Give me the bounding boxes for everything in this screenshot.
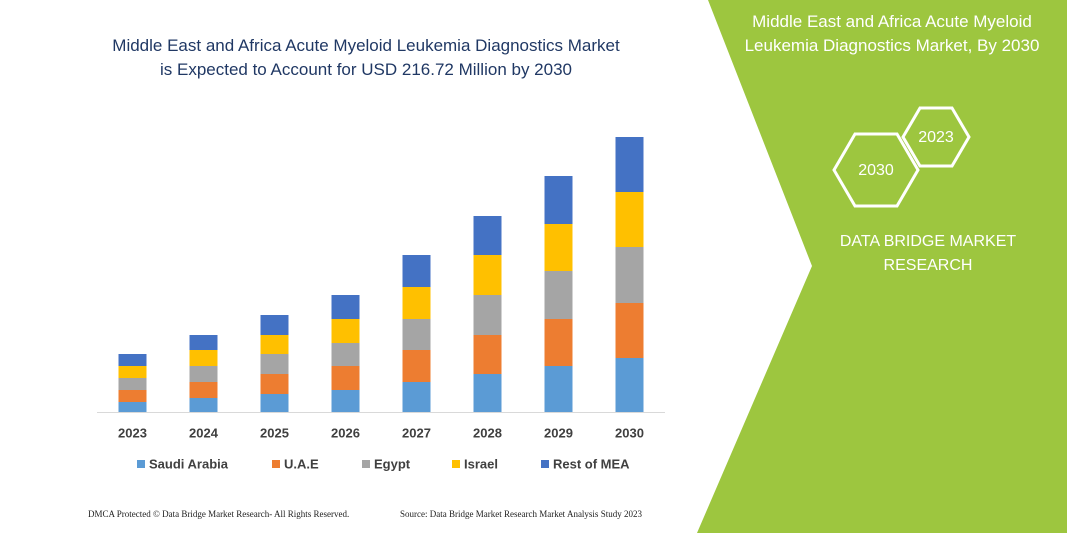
bar-segment [402, 382, 431, 412]
bar-segment [189, 350, 218, 366]
legend-label: Saudi Arabia [149, 456, 229, 471]
legend-label: Egypt [374, 456, 411, 471]
hexagon-label: 2030 [858, 162, 894, 179]
legend-swatch [362, 460, 370, 468]
x-tick-label: 2026 [331, 425, 360, 440]
bar-segment [189, 398, 218, 412]
bar-segment [260, 374, 289, 394]
bar-segment [331, 390, 360, 412]
legend-swatch [137, 460, 145, 468]
side-panel [697, 0, 1067, 533]
bar-segment [615, 358, 644, 412]
bar-segment [473, 374, 502, 412]
x-tick-label: 2028 [473, 425, 502, 440]
bar-segment [260, 354, 289, 374]
bar-segment [260, 315, 289, 335]
bar-segment [544, 224, 573, 271]
bar-segment [331, 319, 360, 343]
bar-segment [615, 137, 644, 192]
bar-segment [118, 354, 147, 366]
bar-segment [615, 247, 644, 303]
bar-segment [473, 335, 502, 374]
bar-segment [402, 255, 431, 287]
x-tick-label: 2023 [118, 425, 147, 440]
x-tick-label: 2024 [189, 425, 219, 440]
chart-title: Middle East and Africa Acute Myeloid Leu… [112, 36, 620, 79]
bar-segment [331, 366, 360, 390]
bar-segment [189, 382, 218, 398]
bar-segment [473, 216, 502, 255]
legend-swatch [541, 460, 549, 468]
bar-segment [260, 394, 289, 412]
bar-segment [118, 378, 147, 390]
bar-segment [615, 192, 644, 247]
panel-title: Middle East and Africa Acute Myeloid Leu… [744, 12, 1040, 55]
legend-label: Israel [464, 456, 498, 471]
bar-segment [402, 319, 431, 350]
bar-segment [544, 176, 573, 224]
bar-segment [118, 390, 147, 402]
bar-segment [544, 366, 573, 412]
x-tick-label: 2029 [544, 425, 573, 440]
bar-segment [473, 295, 502, 335]
legend-swatch [272, 460, 280, 468]
bar-segment [544, 319, 573, 366]
bar-segment [544, 271, 573, 319]
bar-segment [331, 295, 360, 319]
bar-segment [402, 350, 431, 382]
bar-segment [118, 366, 147, 378]
hexagon [832, 132, 920, 208]
bar-segment [615, 303, 644, 358]
bar-segment [402, 287, 431, 319]
legend-swatch [452, 460, 460, 468]
hexagon-label: 2023 [918, 129, 954, 146]
bar-segment [260, 335, 289, 354]
x-tick-label: 2025 [260, 425, 289, 440]
legend-label: U.A.E [284, 456, 319, 471]
legend-label: Rest of MEA [553, 456, 630, 471]
footer-left: DMCA Protected © Data Bridge Market Rese… [88, 509, 349, 519]
bar-segment [118, 402, 147, 412]
bar-segment [473, 255, 502, 295]
x-tick-label: 2030 [615, 425, 644, 440]
hexagon [901, 106, 971, 168]
bar-segment [189, 335, 218, 350]
x-tick-label: 2027 [402, 425, 431, 440]
bar-segment [189, 366, 218, 382]
footer-right: Source: Data Bridge Market Research Mark… [400, 509, 642, 519]
bar-segment [331, 343, 360, 366]
brand: DATA BRIDGE MARKET RESEARCH [839, 233, 1017, 274]
